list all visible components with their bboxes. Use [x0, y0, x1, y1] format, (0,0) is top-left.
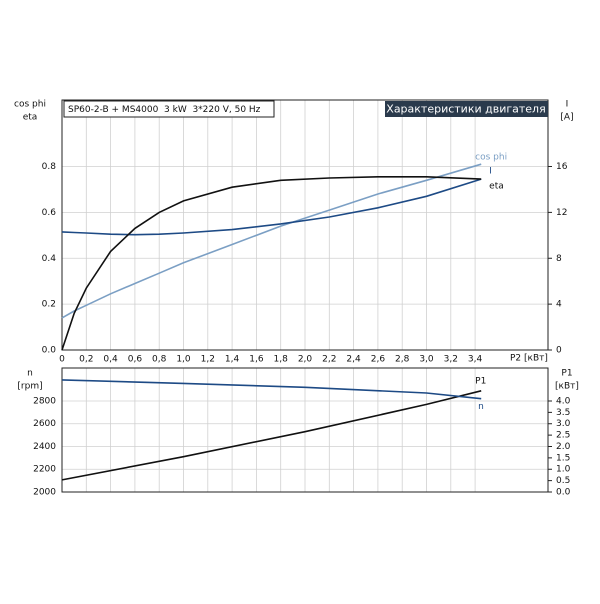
y2-tick-label: 4.0: [556, 396, 571, 406]
y-label: [rpm]: [17, 382, 42, 392]
chart-title: SP60-2-B + MS4000 3 kW 3*220 V, 50 Hz: [68, 105, 261, 115]
series-label: n: [478, 402, 484, 412]
y2-tick-label: 1.0: [556, 465, 571, 475]
x-label: P2 [кВт]: [510, 354, 548, 364]
y-label: cos phi: [14, 100, 46, 110]
y-tick-label: 2400: [33, 442, 56, 452]
y2-tick-label: 2.0: [556, 442, 571, 452]
series-label: I: [489, 167, 492, 177]
line: [61, 163, 482, 319]
x-tick-label: 2,8: [395, 355, 410, 365]
x-tick-label: 1,0: [176, 355, 191, 365]
y2-label: I: [566, 100, 569, 110]
y2-tick-label: 12: [556, 208, 567, 218]
y-label: n: [27, 369, 33, 379]
x-tick-label: 2,2: [322, 355, 336, 365]
x-tick-label: 0,6: [128, 355, 143, 365]
y-tick-label: 2600: [33, 419, 56, 429]
top-frame: [61, 99, 549, 351]
x-tick-label: 3,4: [468, 355, 483, 365]
y2-tick-label: 1.5: [556, 453, 570, 463]
y2-tick-label: 4: [556, 300, 562, 310]
y-tick-label: 0.0: [42, 346, 57, 356]
line: [61, 390, 482, 481]
line: [61, 379, 482, 400]
y2-tick-label: 0.0: [556, 488, 571, 498]
y-label: eta: [23, 113, 38, 123]
x-tick-label: 1,2: [201, 355, 215, 365]
y-tick-label: 2200: [33, 465, 56, 475]
header-box: [385, 101, 548, 117]
y-tick-label: 2000: [33, 488, 56, 498]
line: [61, 176, 482, 351]
y2-tick-label: 16: [556, 162, 568, 172]
series-label: P1: [475, 376, 486, 386]
y2-tick-label: 0.5: [556, 476, 570, 486]
x-tick-label: 2,0: [298, 355, 313, 365]
x-tick-label: 3,2: [444, 355, 458, 365]
x-tick-label: 2,6: [371, 355, 386, 365]
y2-label: P1: [561, 369, 572, 379]
y-tick-label: 0.4: [42, 254, 57, 264]
y2-tick-label: 3.0: [556, 419, 571, 429]
y-tick-label: 0.6: [42, 208, 57, 218]
title-box: [63, 100, 275, 118]
bottom-frame: [61, 367, 549, 493]
y2-tick-label: 0: [556, 346, 562, 356]
x-tick-label: 0,4: [103, 355, 118, 365]
y2-tick-label: 3.5: [556, 408, 570, 418]
y2-tick-label: 2.5: [556, 431, 570, 441]
x-tick-label: 1,8: [274, 355, 289, 365]
y-tick-label: 0.2: [42, 300, 56, 310]
x-tick-label: 3,0: [419, 355, 434, 365]
header: Характеристики двигателя: [386, 103, 545, 116]
y-tick-label: 2800: [33, 396, 56, 406]
x-tick-label: 1,4: [225, 355, 240, 365]
y-tick-label: 0.8: [42, 162, 57, 172]
y2-label: [кВт]: [555, 382, 579, 392]
series-label: cos phi: [475, 153, 507, 163]
line: [61, 178, 482, 236]
y2-label: [A]: [560, 113, 573, 123]
x-tick-label: 1,6: [249, 355, 264, 365]
x-tick-label: 2,4: [346, 355, 361, 365]
series-label: eta: [489, 182, 504, 192]
y2-tick-label: 8: [556, 254, 562, 264]
x-tick-label: 0,8: [152, 355, 167, 365]
x-tick-label: 0: [59, 355, 65, 365]
x-tick-label: 0,2: [79, 355, 93, 365]
